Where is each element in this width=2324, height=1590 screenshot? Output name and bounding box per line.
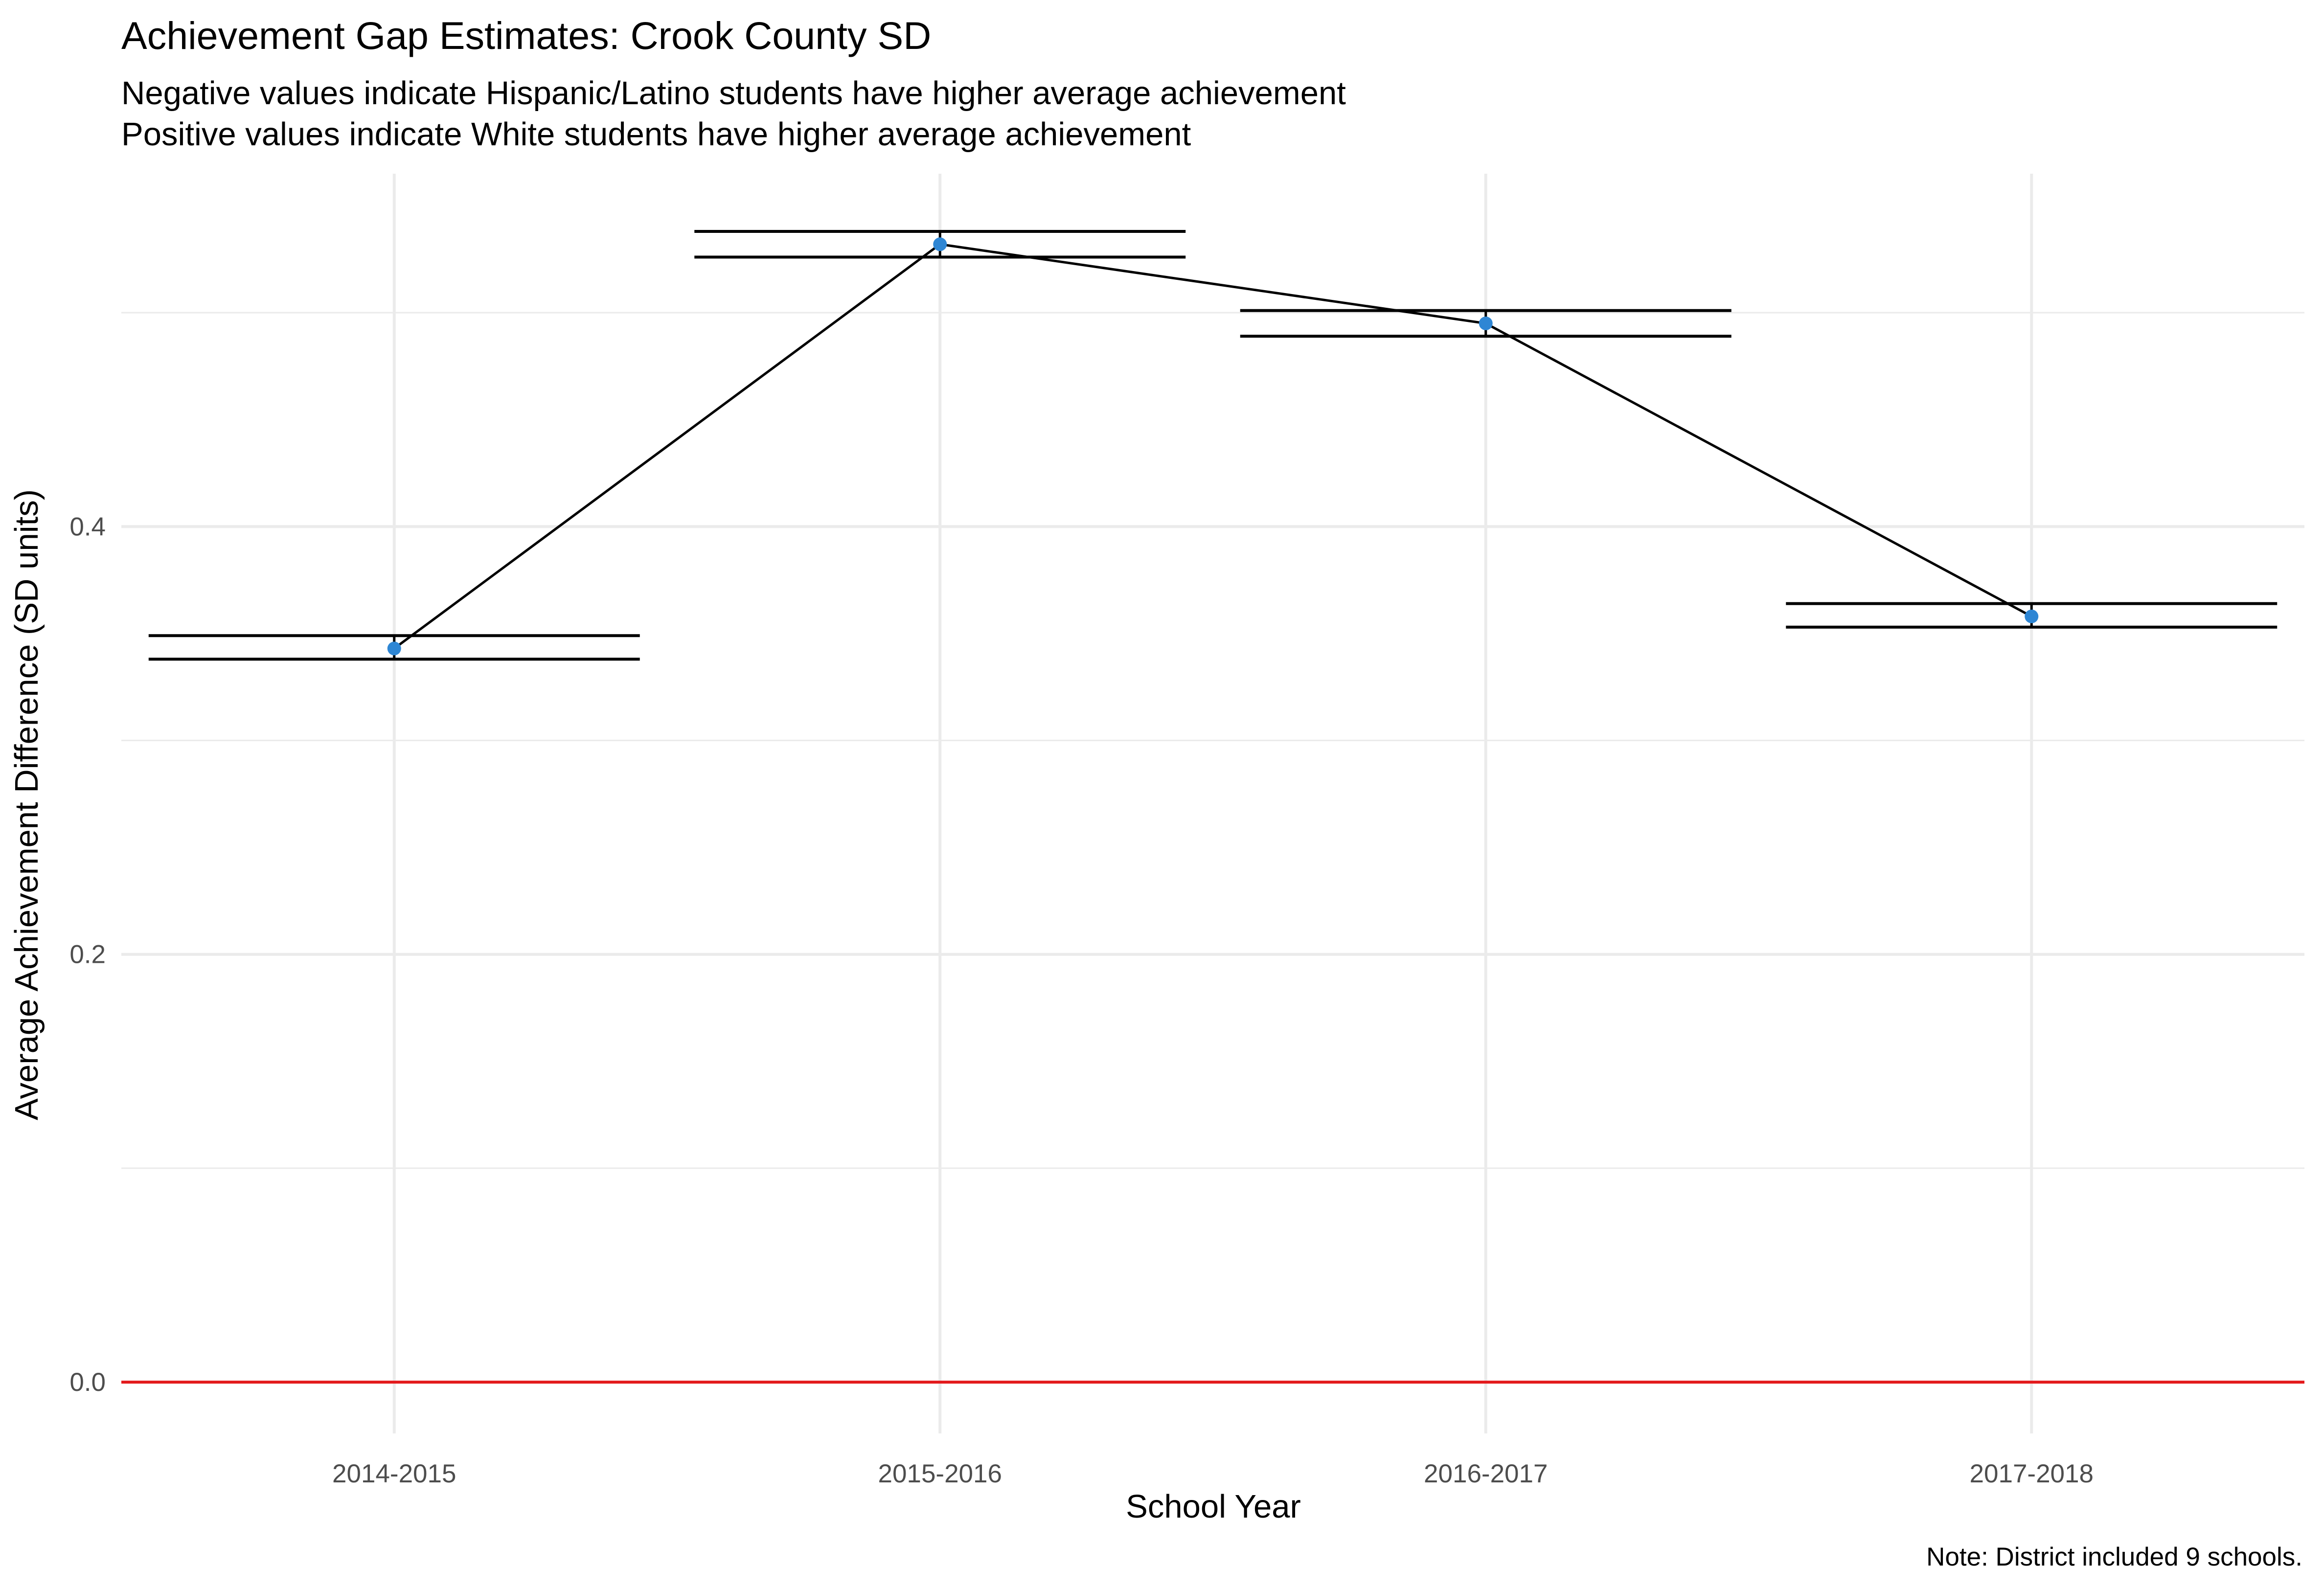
x-tick-label: 2015-2016 <box>878 1459 1002 1488</box>
x-tick-label: 2014-2015 <box>332 1459 456 1488</box>
y-tick-label: 0.2 <box>69 940 106 969</box>
series-layer <box>393 243 2032 650</box>
data-point <box>2025 609 2039 623</box>
y-tick-label: 0.4 <box>69 512 106 541</box>
point-layer <box>387 237 2039 656</box>
y-tick-label: 0.0 <box>69 1368 106 1397</box>
y-axis-title: Average Achievement Difference (SD units… <box>8 489 45 1120</box>
data-point <box>933 237 947 251</box>
x-axis-ticks: 2014-2015 2015-2016 2016-2017 2017-2018 <box>332 1459 2094 1488</box>
series-line <box>393 243 2032 650</box>
chart-title: Achievement Gap Estimates: Crook County … <box>121 14 931 57</box>
x-tick-label: 2016-2017 <box>1424 1459 1548 1488</box>
chart-subtitle-line-2: Positive values indicate White students … <box>121 116 1191 153</box>
grid-layer <box>121 174 2304 1433</box>
x-axis-title: School Year <box>1126 1488 1301 1525</box>
chart-subtitle-line-1: Negative values indicate Hispanic/Latino… <box>121 75 1346 112</box>
x-tick-label: 2017-2018 <box>1970 1459 2094 1488</box>
data-point <box>387 641 401 656</box>
error-bar-layer <box>148 230 2278 661</box>
y-axis-ticks: 0.0 0.2 0.4 <box>69 512 106 1397</box>
data-point <box>1479 317 1493 331</box>
caption: Note: District included 9 schools. <box>1926 1543 2302 1571</box>
